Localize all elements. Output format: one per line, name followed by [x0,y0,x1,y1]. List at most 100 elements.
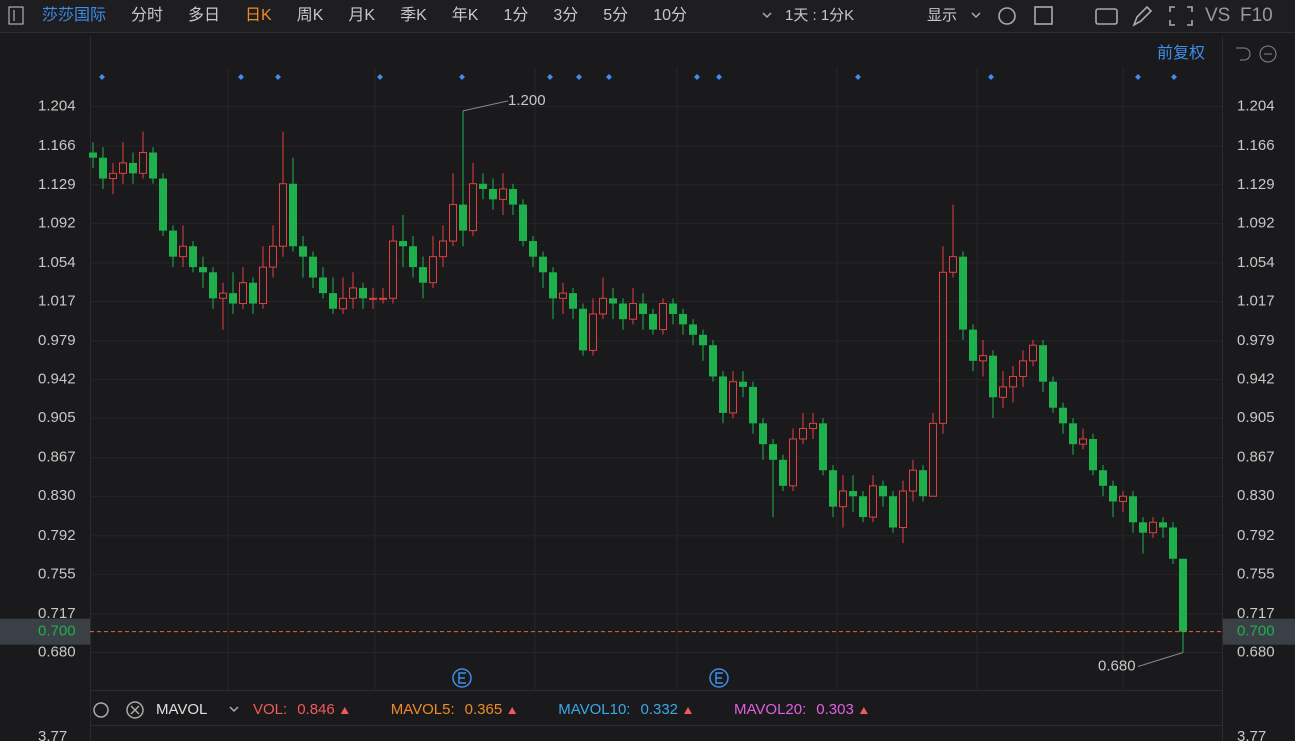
tab[interactable]: 周K [297,7,324,24]
y-tick-label-right: 0.755 [1237,565,1275,582]
stock-name[interactable]: 莎莎国际 [42,6,106,24]
candle-body [829,470,837,507]
tab[interactable]: 1分 [503,6,528,24]
candle-body [899,490,907,528]
reset-icon[interactable] [1236,47,1251,61]
tab[interactable]: 年K [452,6,479,24]
zoom-out[interactable] [1259,45,1277,63]
candle-body [139,152,147,174]
candle-body [659,303,667,331]
candle-body [429,256,437,284]
candle-body [629,303,637,320]
candle-body [1049,381,1057,408]
tab[interactable]: 3分 [553,6,578,24]
candle-body [599,297,607,315]
candle-body [379,297,387,300]
candle-body [1149,521,1157,534]
candle-body [909,469,917,492]
candle-body [689,324,697,335]
sidebar-toggle[interactable] [8,6,24,25]
toolbar [0,0,1295,32]
tab[interactable]: 5分 [603,6,628,24]
y-tick-label-right: 0.867 [1237,449,1275,466]
volume-tick-label: 3.77 [38,728,67,741]
settings-icon[interactable] [998,7,1016,25]
pen-icon[interactable] [1132,5,1153,27]
candle-body [679,313,687,325]
candle-body [1169,527,1177,559]
candle-body [439,240,447,258]
candle-body [1179,558,1187,632]
tab[interactable]: 分时 [131,6,163,24]
indicator-item-name: MAVOL10: [558,701,630,718]
annotation-label: 1.200 [508,92,546,109]
candle-body [359,287,367,299]
candle-body [649,313,657,330]
candle-body [809,422,817,430]
candle-body [1029,344,1037,362]
y-tick-label: 1.166 [38,137,76,154]
display[interactable]: 显示 [927,7,957,24]
y-tick-label-right: 1.054 [1237,254,1275,271]
indicator-name[interactable]: MAVOL [156,701,207,718]
indicator-settings[interactable] [93,702,109,718]
candle-body [389,240,397,299]
candle-body [949,256,957,273]
candle-body [219,292,227,299]
candle-body [549,272,557,299]
candle-body [339,297,347,310]
indicator-item-name: MAVOL20: [734,701,806,718]
candle-body [309,256,317,278]
indicator-close[interactable] [126,701,144,719]
trend-arrow [859,707,868,714]
y-tick-label: 0.680 [38,643,76,660]
y-tick-label-right: 1.166 [1237,137,1275,154]
price-adjust[interactable]: 前复权 [1157,44,1205,62]
candle-body [989,355,997,398]
candle-body [509,188,517,205]
last-price-box [0,618,90,645]
candle-body [1079,438,1087,445]
camera-icon[interactable] [1095,8,1118,25]
candle-body [839,490,847,508]
y-tick-label: 0.867 [38,449,76,466]
box-icon[interactable] [1034,6,1053,25]
indicator-item-value: 0.846 [297,701,335,718]
earnings-markers[interactable] [452,668,729,688]
candle-body [129,162,137,174]
candle-body [239,282,247,305]
candle-body [919,470,927,497]
y-tick-label: 1.017 [38,292,76,309]
trend-arrow [340,707,349,714]
annotation-line [1137,652,1184,667]
y-tick-label: 1.054 [38,254,76,271]
tab[interactable]: 10分 [653,6,687,24]
candle-body [779,459,787,486]
y-tick-label: 0.942 [38,371,76,388]
candle-body [1159,522,1167,528]
candle-body [569,293,577,309]
candle-body [289,183,297,247]
y-tick-label: 1.092 [38,214,76,231]
tab[interactable]: 季K [400,6,427,24]
tab[interactable]: 月K [348,7,375,24]
dropdown[interactable] [229,706,239,713]
annotation-line [462,100,509,112]
candle-body [249,282,257,304]
candle-body [1039,345,1047,382]
tab[interactable]: 多日 [188,6,220,24]
candle-body [939,271,947,424]
y-tick-label: 0.905 [38,409,76,426]
fullscreen-icon[interactable] [1169,6,1193,26]
vs[interactable]: VS [1205,5,1230,26]
candle-body [539,256,547,273]
y-tick-label: 1.204 [38,98,76,115]
period[interactable]: 1天 : 1分K [785,7,854,24]
y-tick-label-right: 1.092 [1237,214,1275,231]
f10[interactable]: F10 [1240,5,1273,26]
candle-body [519,204,527,242]
candle-body [869,485,877,518]
tab[interactable]: 日K [245,7,272,24]
candle-body [119,162,127,174]
